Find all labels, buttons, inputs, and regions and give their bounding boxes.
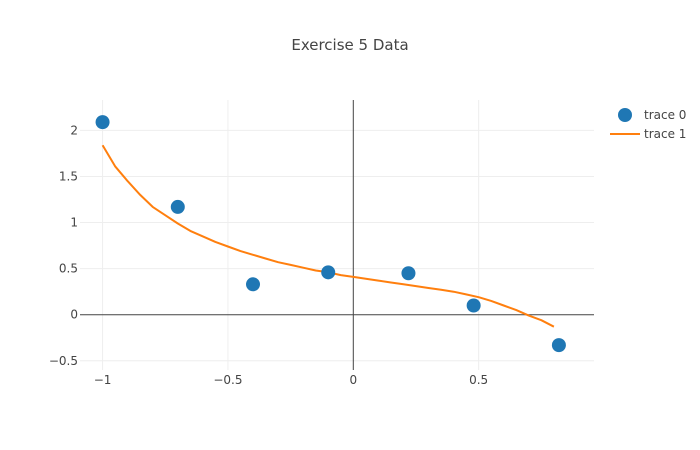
legend-label-trace-1: trace 1 <box>644 127 686 141</box>
x-tick-label: 0.5 <box>469 373 488 387</box>
legend-marker-trace-0 <box>618 108 632 122</box>
grid <box>80 100 594 370</box>
zero-lines <box>80 100 594 370</box>
y-tick-label: −0.5 <box>49 354 78 368</box>
trace-0-point <box>401 266 416 281</box>
trace-0-point <box>551 338 566 353</box>
y-tick-label: 1.5 <box>59 169 78 183</box>
chart-title: Exercise 5 Data <box>291 36 408 54</box>
y-tick-label: 2 <box>70 123 78 137</box>
x-tick-label: 0 <box>349 373 357 387</box>
trace-0-point <box>466 298 481 313</box>
y-tick-label: 1 <box>70 216 78 230</box>
x-axis-ticks: −1 −0.5 0 0.5 <box>94 373 488 387</box>
y-axis-ticks: −0.5 0 0.5 1 1.5 2 <box>49 123 78 367</box>
trace-0-point <box>321 265 336 280</box>
trace-0-point <box>246 277 261 292</box>
y-tick-label: 0 <box>70 308 78 322</box>
legend-item-trace-1[interactable]: trace 1 <box>610 127 686 141</box>
legend[interactable]: trace 0 trace 1 <box>610 108 686 141</box>
trace-0-point <box>170 199 185 214</box>
legend-item-trace-0[interactable]: trace 0 <box>618 108 686 122</box>
x-tick-label: −1 <box>94 373 112 387</box>
x-tick-label: −0.5 <box>213 373 242 387</box>
legend-label-trace-0: trace 0 <box>644 108 686 122</box>
trace-0-series <box>95 115 566 353</box>
trace-0-point <box>95 115 110 130</box>
y-tick-label: 0.5 <box>59 262 78 276</box>
